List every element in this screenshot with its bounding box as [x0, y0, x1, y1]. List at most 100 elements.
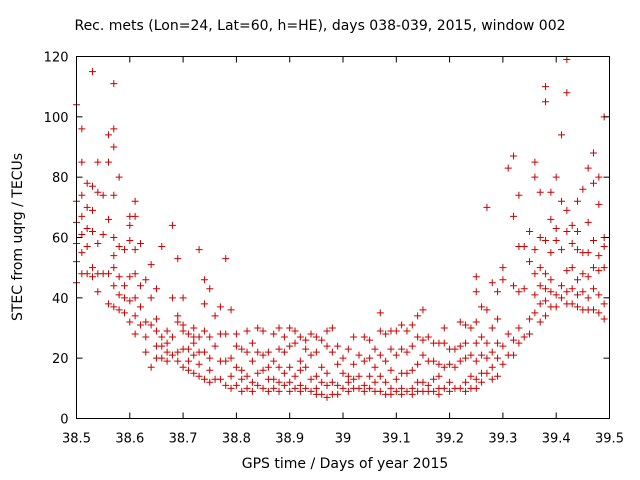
data-point [200, 348, 208, 356]
data-point [552, 173, 560, 181]
data-point [494, 354, 502, 362]
data-point [483, 306, 491, 314]
data-point [168, 351, 176, 359]
data-point [248, 378, 256, 386]
data-point [248, 339, 256, 347]
data-point [286, 387, 294, 395]
data-point [531, 173, 539, 181]
data-point [264, 363, 272, 371]
data-point [563, 56, 571, 64]
data-point [579, 288, 587, 296]
data-point [456, 357, 464, 365]
data-point [600, 300, 608, 308]
data-point [350, 375, 358, 383]
data-point [286, 324, 294, 332]
data-point [174, 312, 182, 320]
data-point [536, 282, 544, 290]
data-point [478, 378, 486, 386]
data-point [216, 375, 224, 383]
y-tick-label: 120 [44, 51, 69, 66]
data-point [531, 291, 539, 299]
data-point [152, 327, 160, 335]
data-point [344, 387, 352, 395]
data-point [158, 354, 166, 362]
data-point [126, 273, 134, 281]
data-point [350, 360, 358, 368]
data-point [590, 264, 598, 272]
x-tick-label: 39.2 [435, 432, 464, 447]
data-point [206, 378, 214, 386]
data-point [120, 294, 128, 302]
data-point [227, 384, 235, 392]
data-point [142, 348, 150, 356]
data-point [547, 249, 555, 257]
data-point [248, 387, 256, 395]
data-point [312, 372, 320, 380]
data-point [131, 294, 139, 302]
data-point [222, 330, 230, 338]
data-point [552, 291, 560, 299]
data-points [73, 56, 608, 401]
data-point [472, 384, 480, 392]
data-point [83, 243, 91, 251]
data-point [280, 333, 288, 341]
data-point [264, 387, 272, 395]
data-point [179, 321, 187, 329]
data-point [179, 294, 187, 302]
data-point [547, 276, 555, 284]
data-point [371, 363, 379, 371]
data-point [110, 80, 118, 88]
data-point [334, 390, 342, 398]
x-tick-label: 39.1 [382, 432, 411, 447]
data-point [360, 333, 368, 341]
data-point [515, 339, 523, 347]
data-point [488, 348, 496, 356]
data-point [451, 363, 459, 371]
data-point [542, 270, 550, 278]
data-point [104, 300, 112, 308]
data-point [259, 327, 267, 335]
data-point [307, 351, 315, 359]
data-point [483, 339, 491, 347]
data-point [366, 336, 374, 344]
data-point [275, 363, 283, 371]
data-point [296, 333, 304, 341]
data-point [115, 273, 123, 281]
data-point [462, 339, 470, 347]
data-point [339, 384, 347, 392]
data-point [483, 369, 491, 377]
data-point [595, 173, 603, 181]
data-point [115, 173, 123, 181]
data-point [440, 363, 448, 371]
data-point [424, 333, 432, 341]
data-point [392, 327, 400, 335]
data-point [376, 327, 384, 335]
data-point [195, 246, 203, 254]
data-point [494, 288, 502, 296]
data-point [355, 372, 363, 380]
data-point [286, 342, 294, 350]
data-point [323, 327, 331, 335]
data-point [184, 357, 192, 365]
data-point [174, 318, 182, 326]
data-point [147, 363, 155, 371]
data-point [259, 351, 267, 359]
data-point [478, 333, 486, 341]
data-point [158, 342, 166, 350]
data-point [520, 285, 528, 293]
data-point [238, 387, 246, 395]
data-point [488, 363, 496, 371]
data-point [435, 390, 443, 398]
data-point [174, 255, 182, 263]
data-point [494, 315, 502, 323]
data-point [126, 237, 134, 245]
data-point [408, 384, 416, 392]
x-tick-label: 38.7 [169, 432, 198, 447]
data-point [126, 297, 134, 305]
data-point [387, 366, 395, 374]
data-point [547, 288, 555, 296]
data-point [499, 264, 507, 272]
data-point [536, 318, 544, 326]
data-point [371, 345, 379, 353]
data-point [392, 351, 400, 359]
